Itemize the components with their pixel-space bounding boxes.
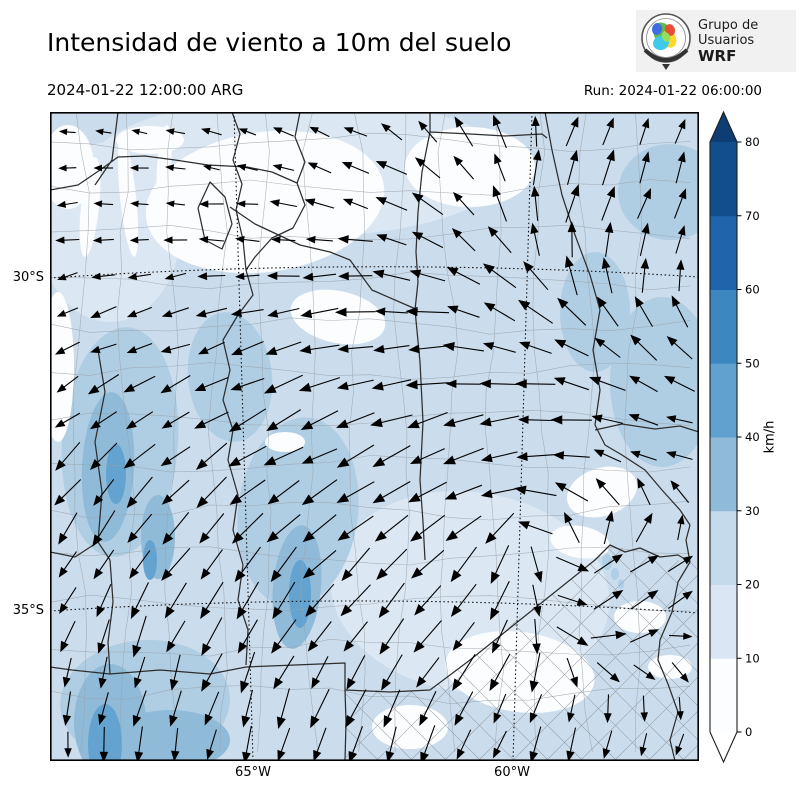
colorbar-over-arrow: [710, 112, 737, 142]
colorbar-tick-label: 80: [745, 135, 760, 149]
logo-text-line1: Grupo de: [698, 18, 759, 33]
lon-tick-60w: 60°W: [494, 765, 530, 780]
colorbar-tick-label: 70: [745, 209, 760, 223]
colorbar-unit-label: km/h: [762, 420, 778, 454]
lat-tick-30s: 30°S: [12, 270, 44, 285]
colorbar-tick-label: 20: [745, 578, 760, 592]
colorbar-under-arrow: [710, 732, 737, 762]
wrf-logo: Grupo de Usuarios WRF: [636, 10, 796, 72]
colorbar-tick-label: 50: [745, 356, 760, 370]
department-borders: [50, 112, 691, 753]
valid-time-label: 2024-01-22 12:00:00 ARG: [47, 81, 244, 99]
colorbar-segments: [710, 142, 737, 733]
logo-text-wrf: WRF: [698, 47, 737, 65]
colorbar-ticks: 0 10 20 30 40 50 60 70 80: [737, 135, 760, 739]
lon-tick-65w: 65°W: [235, 765, 271, 780]
wind-arrows: [54, 114, 695, 761]
colorbar-tick-label: 10: [745, 651, 760, 665]
colorbar: 0 10 20 30 40 50 60 70 80: [709, 110, 760, 764]
map-frame: [50, 112, 699, 761]
parcel-grid-buenos-aires: [345, 545, 699, 761]
figure-title: Intensidad de viento a 10m del suelo: [47, 28, 512, 57]
colorbar-tick-label: 30: [745, 504, 760, 518]
wind-map: [50, 112, 699, 761]
logo-text-line2: Usuarios: [698, 33, 755, 48]
wrf-logo-emblem: [641, 13, 691, 70]
run-time-label: Run: 2024-01-22 06:00:00: [583, 83, 762, 99]
lat-tick-35s: 35°S: [12, 603, 44, 618]
colorbar-tick-label: 0: [745, 725, 752, 739]
colorbar-tick-label: 40: [745, 430, 760, 444]
colorbar-tick-label: 60: [745, 283, 760, 297]
